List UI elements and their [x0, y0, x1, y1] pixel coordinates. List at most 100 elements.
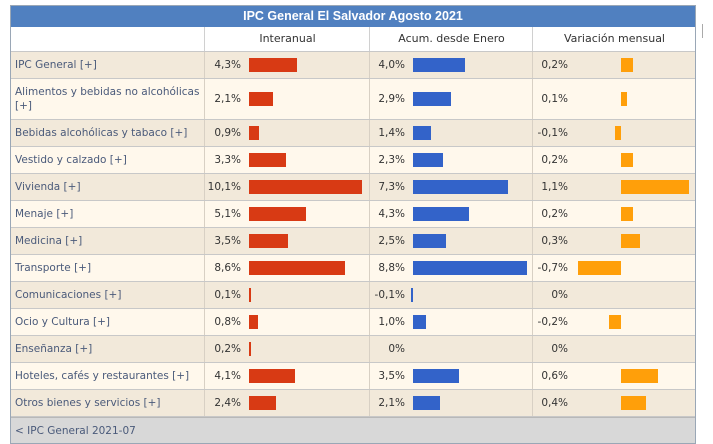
ipc-table: IPC General El Salvador Agosto 2021 Inte…: [10, 5, 696, 444]
column-divider: [532, 255, 533, 281]
table-row: Comunicaciones [+] 0,1% -0,1% 0%: [11, 282, 695, 309]
value-mensual: 0%: [551, 343, 568, 355]
header-interanual: Interanual: [204, 27, 370, 51]
row-label[interactable]: Vestido y calzado [+]: [15, 154, 127, 166]
value-acumulado: 2,5%: [378, 235, 405, 247]
bar-interanual: [249, 288, 251, 302]
row-label[interactable]: Otros bienes y servicios [+]: [15, 397, 161, 409]
bar-interanual: [249, 342, 252, 356]
value-interanual: 3,5%: [214, 235, 241, 247]
table-row: Enseñanza [+] 0,2% 0% 0%: [11, 336, 695, 363]
bar-mensual: [577, 261, 621, 275]
column-divider: [204, 336, 205, 362]
row-label[interactable]: Medicina [+]: [15, 235, 83, 247]
table-row: Medicina [+] 3,5% 2,5% 0,3%: [11, 228, 695, 255]
bar-mensual: [621, 369, 659, 383]
column-divider: [532, 147, 533, 173]
bar-mensual: [621, 207, 634, 221]
value-mensual: 0,3%: [541, 235, 568, 247]
bar-interanual: [249, 261, 346, 275]
table-row: Hoteles, cafés y restaurantes [+] 4,1% 3,5…: [11, 363, 695, 390]
table-row: Otros bienes y servicios [+] 2,4% 2,1% 0,4%: [11, 390, 695, 417]
column-divider: [532, 52, 533, 78]
bar-acumulado: [413, 126, 432, 140]
bar-acumulado: [413, 92, 451, 106]
row-label[interactable]: Enseñanza [+]: [15, 343, 93, 355]
row-label[interactable]: Alimentos y bebidas no alcohólicas [+]: [15, 86, 200, 112]
column-divider: [204, 255, 205, 281]
row-label[interactable]: Vivienda [+]: [15, 181, 81, 193]
bar-interanual: [249, 207, 307, 221]
row-label[interactable]: Ocio y Cultura [+]: [15, 316, 111, 328]
column-divider: [204, 228, 205, 254]
bar-interanual: [249, 92, 273, 106]
table-body: IPC General [+] 4,3% 4,0% 0,2% Alimentos y b…: [11, 52, 695, 417]
row-label[interactable]: IPC General [+]: [15, 59, 97, 71]
column-divider: [532, 282, 533, 308]
column-divider: [369, 201, 370, 227]
column-divider: [369, 147, 370, 173]
value-acumulado: 2,1%: [378, 397, 405, 409]
column-divider: [204, 363, 205, 389]
value-acumulado: 4,3%: [378, 208, 405, 220]
value-interanual: 8,6%: [214, 262, 241, 274]
row-label[interactable]: Transporte [+]: [15, 262, 92, 274]
bar-interanual: [249, 234, 289, 248]
bar-mensual: [621, 58, 634, 72]
column-divider: [204, 79, 205, 119]
bar-mensual: [608, 315, 621, 329]
bar-interanual: [249, 126, 260, 140]
value-acumulado: -0,1%: [374, 289, 405, 301]
column-divider: [204, 309, 205, 335]
bar-interanual: [249, 180, 363, 194]
table-row: Menaje [+] 5,1% 4,3% 0,2%: [11, 201, 695, 228]
column-divider: [369, 363, 370, 389]
bar-acumulado: [413, 207, 469, 221]
value-mensual: 0,4%: [541, 397, 568, 409]
table-header: Interanual Acum. desde Enero Variación m…: [11, 27, 695, 52]
row-label[interactable]: Hoteles, cafés y restaurantes [+]: [15, 370, 190, 382]
table-row: Bebidas alcohólicas y tabaco [+] 0,9% 1,4%…: [11, 120, 695, 147]
value-interanual: 4,1%: [214, 370, 241, 382]
bar-acumulado: [413, 261, 528, 275]
column-divider: [369, 79, 370, 119]
bar-mensual: [621, 234, 640, 248]
row-label[interactable]: Menaje [+]: [15, 208, 74, 220]
column-divider: [532, 363, 533, 389]
bar-acumulado: [413, 58, 465, 72]
table-row: Ocio y Cultura [+] 0,8% 1,0% -0,2%: [11, 309, 695, 336]
column-divider: [204, 120, 205, 146]
value-interanual: 0,9%: [214, 127, 241, 139]
value-interanual: 3,3%: [214, 154, 241, 166]
scroll-tick: [702, 24, 703, 38]
bar-mensual: [621, 396, 646, 410]
column-divider: [369, 255, 370, 281]
table-row: Transporte [+] 8,6% 8,8% -0,7%: [11, 255, 695, 282]
value-mensual: 0,2%: [541, 208, 568, 220]
column-divider: [369, 120, 370, 146]
column-divider: [532, 390, 533, 416]
column-divider: [369, 282, 370, 308]
bar-mensual: [621, 180, 690, 194]
value-mensual: 0,2%: [541, 154, 568, 166]
bar-mensual: [614, 126, 621, 140]
table-row: Vivienda [+] 10,1% 7,3% 1,1%: [11, 174, 695, 201]
column-divider: [369, 174, 370, 200]
bar-acumulado: [413, 234, 446, 248]
header-mensual: Variación mensual: [532, 27, 696, 51]
value-acumulado: 2,9%: [378, 93, 405, 105]
column-divider: [532, 120, 533, 146]
right-margin: [698, 0, 713, 444]
previous-period-link[interactable]: < IPC General 2021-07: [11, 417, 695, 443]
row-label[interactable]: Bebidas alcohólicas y tabaco [+]: [15, 127, 188, 139]
value-mensual: 0%: [551, 289, 568, 301]
column-divider: [532, 336, 533, 362]
value-mensual: 0,1%: [541, 93, 568, 105]
bar-interanual: [249, 58, 298, 72]
column-divider: [204, 282, 205, 308]
column-divider: [532, 201, 533, 227]
bar-acumulado: [413, 396, 441, 410]
value-interanual: 4,3%: [214, 59, 241, 71]
value-mensual: 0,6%: [541, 370, 568, 382]
row-label[interactable]: Comunicaciones [+]: [15, 289, 122, 301]
